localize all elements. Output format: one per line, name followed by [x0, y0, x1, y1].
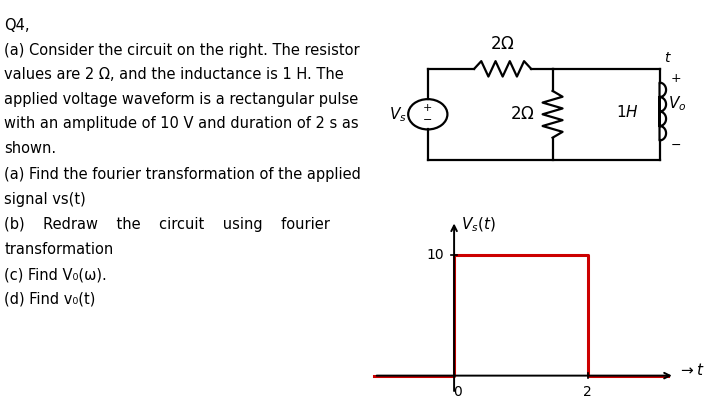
Text: (a) Consider the circuit on the right. The resistor: (a) Consider the circuit on the right. T… — [4, 43, 360, 58]
Text: 10: 10 — [426, 248, 444, 262]
Text: +: + — [423, 103, 433, 113]
Text: 0: 0 — [453, 385, 462, 399]
Text: −: − — [423, 115, 433, 125]
Text: $-$: $-$ — [670, 138, 682, 151]
Text: $V_o$: $V_o$ — [669, 94, 687, 113]
Text: $\rightarrow t$: $\rightarrow t$ — [678, 361, 705, 377]
Text: values are 2 Ω, and the inductance is 1 H. The: values are 2 Ω, and the inductance is 1 … — [4, 67, 344, 82]
Text: shown.: shown. — [4, 141, 56, 156]
Text: (b)    Redraw    the    circuit    using    fourier: (b) Redraw the circuit using fourier — [4, 217, 330, 232]
Text: $1H$: $1H$ — [616, 104, 639, 120]
Text: Q4,: Q4, — [4, 18, 30, 33]
Text: transformation: transformation — [4, 242, 113, 257]
Text: $V_s$: $V_s$ — [389, 105, 406, 124]
Text: (a) Find the fourier transformation of the applied: (a) Find the fourier transformation of t… — [4, 167, 361, 182]
Text: (c) Find V₀(ω).: (c) Find V₀(ω). — [4, 267, 107, 282]
Text: $2\Omega$: $2\Omega$ — [491, 35, 515, 53]
Text: (d) Find v₀(t): (d) Find v₀(t) — [4, 292, 96, 307]
Text: 2: 2 — [583, 385, 593, 399]
Text: $2\Omega$: $2\Omega$ — [510, 105, 535, 123]
Text: signal vs(t): signal vs(t) — [4, 192, 86, 207]
Text: applied voltage waveform is a rectangular pulse: applied voltage waveform is a rectangula… — [4, 92, 359, 107]
Text: $V_s(t)$: $V_s(t)$ — [461, 216, 496, 234]
Text: with an amplitude of 10 V and duration of 2 s as: with an amplitude of 10 V and duration o… — [4, 116, 359, 131]
Text: $t$: $t$ — [665, 51, 672, 65]
Text: $+$: $+$ — [670, 72, 682, 85]
